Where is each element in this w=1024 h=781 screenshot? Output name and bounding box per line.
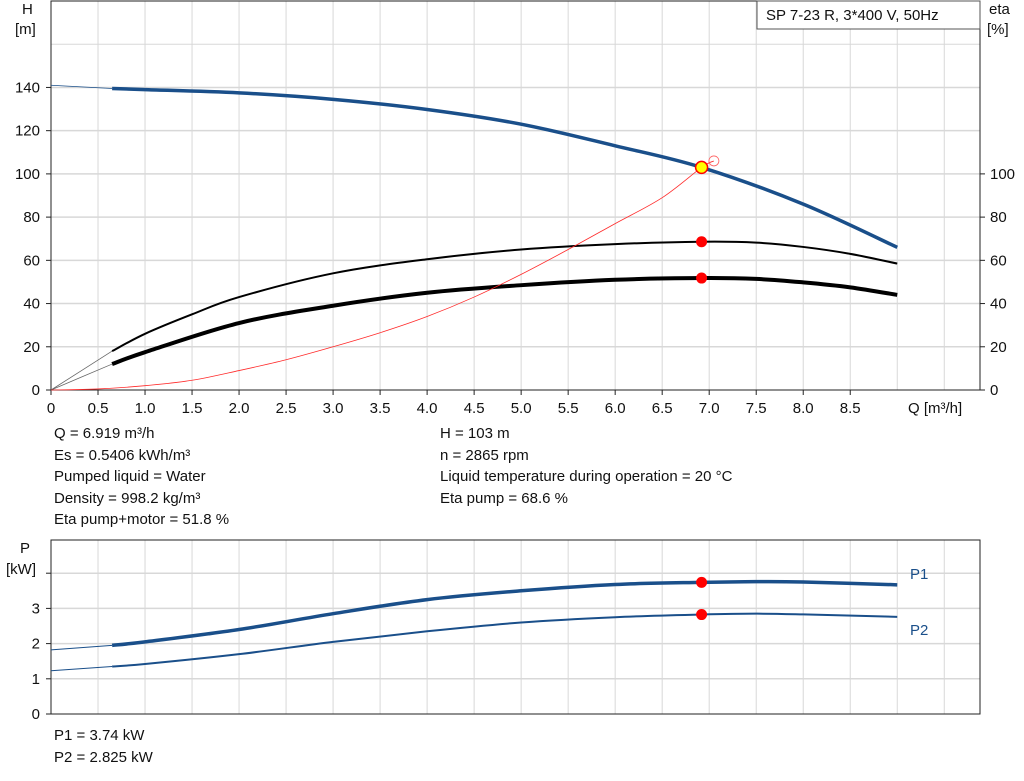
y-label-left-2: [kW]	[6, 561, 36, 578]
ticks: 0 0.5 1.0 1.5 2.0 2.5 3.0 3.5 4.0 4.5 5.0 5.5 6.0 6.5…	[15, 79, 1015, 417]
curves	[50, 576, 898, 672]
plot-frame	[50, 0, 981, 391]
eta-pump-marker	[696, 236, 708, 248]
x-tick-label: 8.5	[840, 400, 861, 417]
x-tick-label: 3.5	[370, 400, 391, 417]
x-tick-label: 0	[47, 400, 55, 417]
y-label-right-1: eta	[989, 1, 1011, 18]
y-tick-label-left: 60	[23, 252, 40, 269]
p2-curve	[112, 612, 898, 668]
y-label-left-1: P	[20, 540, 30, 557]
p1-curve	[111, 579, 898, 648]
y-tick-label-left: 0	[32, 382, 40, 399]
x-tick-label: 4.5	[464, 400, 485, 417]
info-eta-pump-motor: Eta pump+motor = 51.8 %	[54, 511, 230, 528]
y-tick-label-left: 140	[15, 79, 40, 96]
grid	[51, 1, 980, 390]
system-curve-end-marker	[708, 155, 720, 167]
y-tick-label-right: 60	[990, 252, 1007, 269]
power-chart: P [kW] 0 1 2 3 P1 P2	[6, 539, 981, 723]
chart-title: SP 7-23 R, 3*400 V, 50Hz	[766, 7, 939, 24]
curves	[50, 84, 898, 391]
ticks: 0 1 2 3	[32, 572, 51, 723]
x-tick-label: 5.0	[511, 400, 532, 417]
info-temperature: Liquid temperature during operation = 20…	[440, 468, 733, 485]
y-tick-label-right: 100	[990, 166, 1015, 183]
x-tick-label: 7.0	[699, 400, 720, 417]
x-tick-label: 6.0	[605, 400, 626, 417]
info-eta-pump: Eta pump = 68.6 %	[440, 489, 568, 507]
y-tick-label-left: 80	[23, 209, 40, 226]
series-label-p2: P2	[910, 622, 928, 639]
series-label-p1: P1	[910, 566, 928, 583]
info-liquid: Pumped liquid = Water	[54, 468, 206, 485]
eta-pump-curve	[111, 240, 898, 352]
y-label-left-2: [m]	[15, 21, 36, 38]
y-tick-label: 3	[32, 600, 40, 617]
y-label-right-2: [%]	[987, 21, 1009, 38]
x-tick-label: 1.0	[135, 400, 156, 417]
duty-point-marker	[694, 160, 709, 175]
eta-pump-motor-extrapolated	[50, 363, 113, 391]
y-tick-label: 1	[32, 671, 40, 688]
info-n: n = 2865 rpm	[440, 446, 529, 464]
performance-chart: SP 7-23 R, 3*400 V, 50Hz H [m] eta [%] Q…	[15, 0, 1015, 417]
head-extrapolated	[50, 84, 113, 89]
y-tick-label-left: 20	[23, 339, 40, 356]
y-tick-label-right: 80	[990, 209, 1007, 226]
system-curve-curve	[50, 160, 715, 391]
p1-extrapolated	[50, 644, 113, 651]
y-tick-label: 2	[32, 636, 40, 653]
p2-extrapolated	[50, 665, 113, 672]
duty-info-right: H = 103 m n = 2865 rpm Liquid temperatur…	[440, 423, 732, 509]
eta-pump-motor-marker	[696, 272, 708, 284]
y-tick-label-right: 0	[990, 382, 998, 399]
duty-info-left: Q = 6.919 m³/h Es = 0.5406 kWh/m³ Pumped…	[54, 423, 229, 531]
legend-box: SP 7-23 R, 3*400 V, 50Hz	[756, 0, 981, 30]
plot-frame	[50, 539, 981, 715]
info-q: Q = 6.919 m³/h	[54, 425, 155, 442]
x-tick-label: 3.0	[323, 400, 344, 417]
y-tick-label-left: 120	[15, 123, 40, 140]
x-axis-label: Q [m³/h]	[908, 400, 962, 417]
x-tick-label: 8.0	[793, 400, 814, 417]
y-tick-label: 0	[32, 706, 40, 723]
y-label-left-1: H	[22, 1, 33, 18]
y-tick-label-right: 20	[990, 339, 1007, 356]
power-info: P1 = 3.74 kW P2 = 2.825 kW	[54, 725, 153, 768]
x-tick-label: 0.5	[88, 400, 109, 417]
info-p2: P2 = 2.825 kW	[54, 748, 153, 766]
eta-pump-motor-curve	[111, 276, 898, 366]
x-tick-label: 4.0	[417, 400, 438, 417]
info-p1: P1 = 3.74 kW	[54, 727, 145, 744]
info-density: Density = 998.2 kg/m³	[54, 489, 201, 507]
x-tick-label: 1.5	[182, 400, 203, 417]
y-tick-label-right: 40	[990, 296, 1007, 313]
x-tick-label: 5.5	[558, 400, 579, 417]
p1-marker	[696, 576, 708, 588]
info-es: Es = 0.5406 kWh/m³	[54, 446, 191, 464]
y-tick-label-left: 40	[23, 296, 40, 313]
x-tick-label: 6.5	[652, 400, 673, 417]
x-tick-label: 7.5	[746, 400, 767, 417]
p2-marker	[696, 609, 708, 621]
grid	[51, 540, 980, 714]
eta-pump-extrapolated	[50, 350, 113, 391]
info-h: H = 103 m	[440, 425, 510, 442]
x-tick-label: 2.5	[276, 400, 297, 417]
head-curve	[112, 86, 898, 249]
y-tick-label-left: 100	[15, 166, 40, 183]
x-tick-label: 2.0	[229, 400, 250, 417]
